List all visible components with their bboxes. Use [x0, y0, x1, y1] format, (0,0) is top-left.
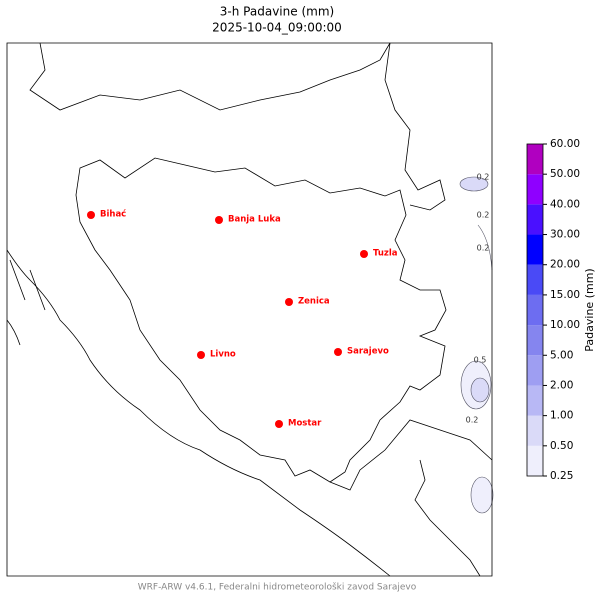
colorbar-segment: [527, 174, 543, 205]
borders: [6, 42, 493, 577]
colorbar-tick-label: 15.00: [550, 289, 580, 301]
city-marker: [197, 351, 205, 359]
city-label: Mostar: [288, 419, 322, 429]
precip-areas: [459, 176, 494, 514]
city-marker: [215, 216, 223, 224]
colorbar-tick-label: 60.00: [550, 138, 580, 150]
contour-label: 0.5: [474, 356, 487, 365]
city-marker: [285, 298, 293, 306]
contour-label: 0.2: [477, 211, 490, 220]
city-marker: [87, 211, 95, 219]
city-label: Banja Luka: [228, 215, 281, 225]
colorbar-tick-label: 40.00: [550, 198, 580, 210]
colorbar-segment: [527, 144, 543, 175]
city-marker: [334, 348, 342, 356]
colorbar-segment: [527, 355, 543, 386]
colorbar-tick-label: 10.00: [550, 319, 580, 331]
city-marker: [360, 250, 368, 258]
contour-label: 0.2: [477, 173, 490, 182]
colorbar-segment: [527, 264, 543, 295]
contour-label: 0.2: [466, 416, 479, 425]
subtitle: 2025-10-04_09:00:00: [212, 21, 342, 35]
colorbar-segment: [527, 325, 543, 356]
colorbar-tick-label: 5.00: [550, 349, 573, 361]
colorbar-tick-label: 50.00: [550, 168, 580, 180]
colorbar-tick-label: 1.00: [550, 410, 573, 422]
city-label: Tuzla: [373, 249, 398, 259]
colorbar-tick-label: 30.00: [550, 229, 580, 241]
colorbar-segment: [527, 204, 543, 235]
city-label: Sarajevo: [347, 347, 389, 357]
colorbar-segment: [527, 234, 543, 265]
colorbar-tick-label: 0.50: [550, 440, 573, 452]
footer: WRF-ARW v4.6.1, Federalni hidrometeorolo…: [138, 582, 417, 593]
colorbar-tick-label: 2.00: [550, 379, 573, 391]
colorbar-label: Padavine (mm): [583, 268, 596, 351]
colorbar-segment: [527, 385, 543, 416]
colorbar-segment: [527, 415, 543, 446]
city-label: Bihać: [100, 209, 126, 220]
colorbar-segment: [527, 445, 543, 476]
city-label: Livno: [210, 350, 236, 360]
colorbar-tick-label: 0.25: [550, 470, 573, 482]
city-label: Zenica: [298, 297, 330, 307]
contour-label: 0.2: [477, 244, 490, 253]
colorbar-segment: [527, 294, 543, 326]
title: 3-h Padavine (mm): [220, 5, 334, 19]
colorbar-tick-label: 20.00: [550, 259, 580, 271]
city-marker: [275, 420, 283, 428]
colorbar-frame: [526, 143, 544, 477]
